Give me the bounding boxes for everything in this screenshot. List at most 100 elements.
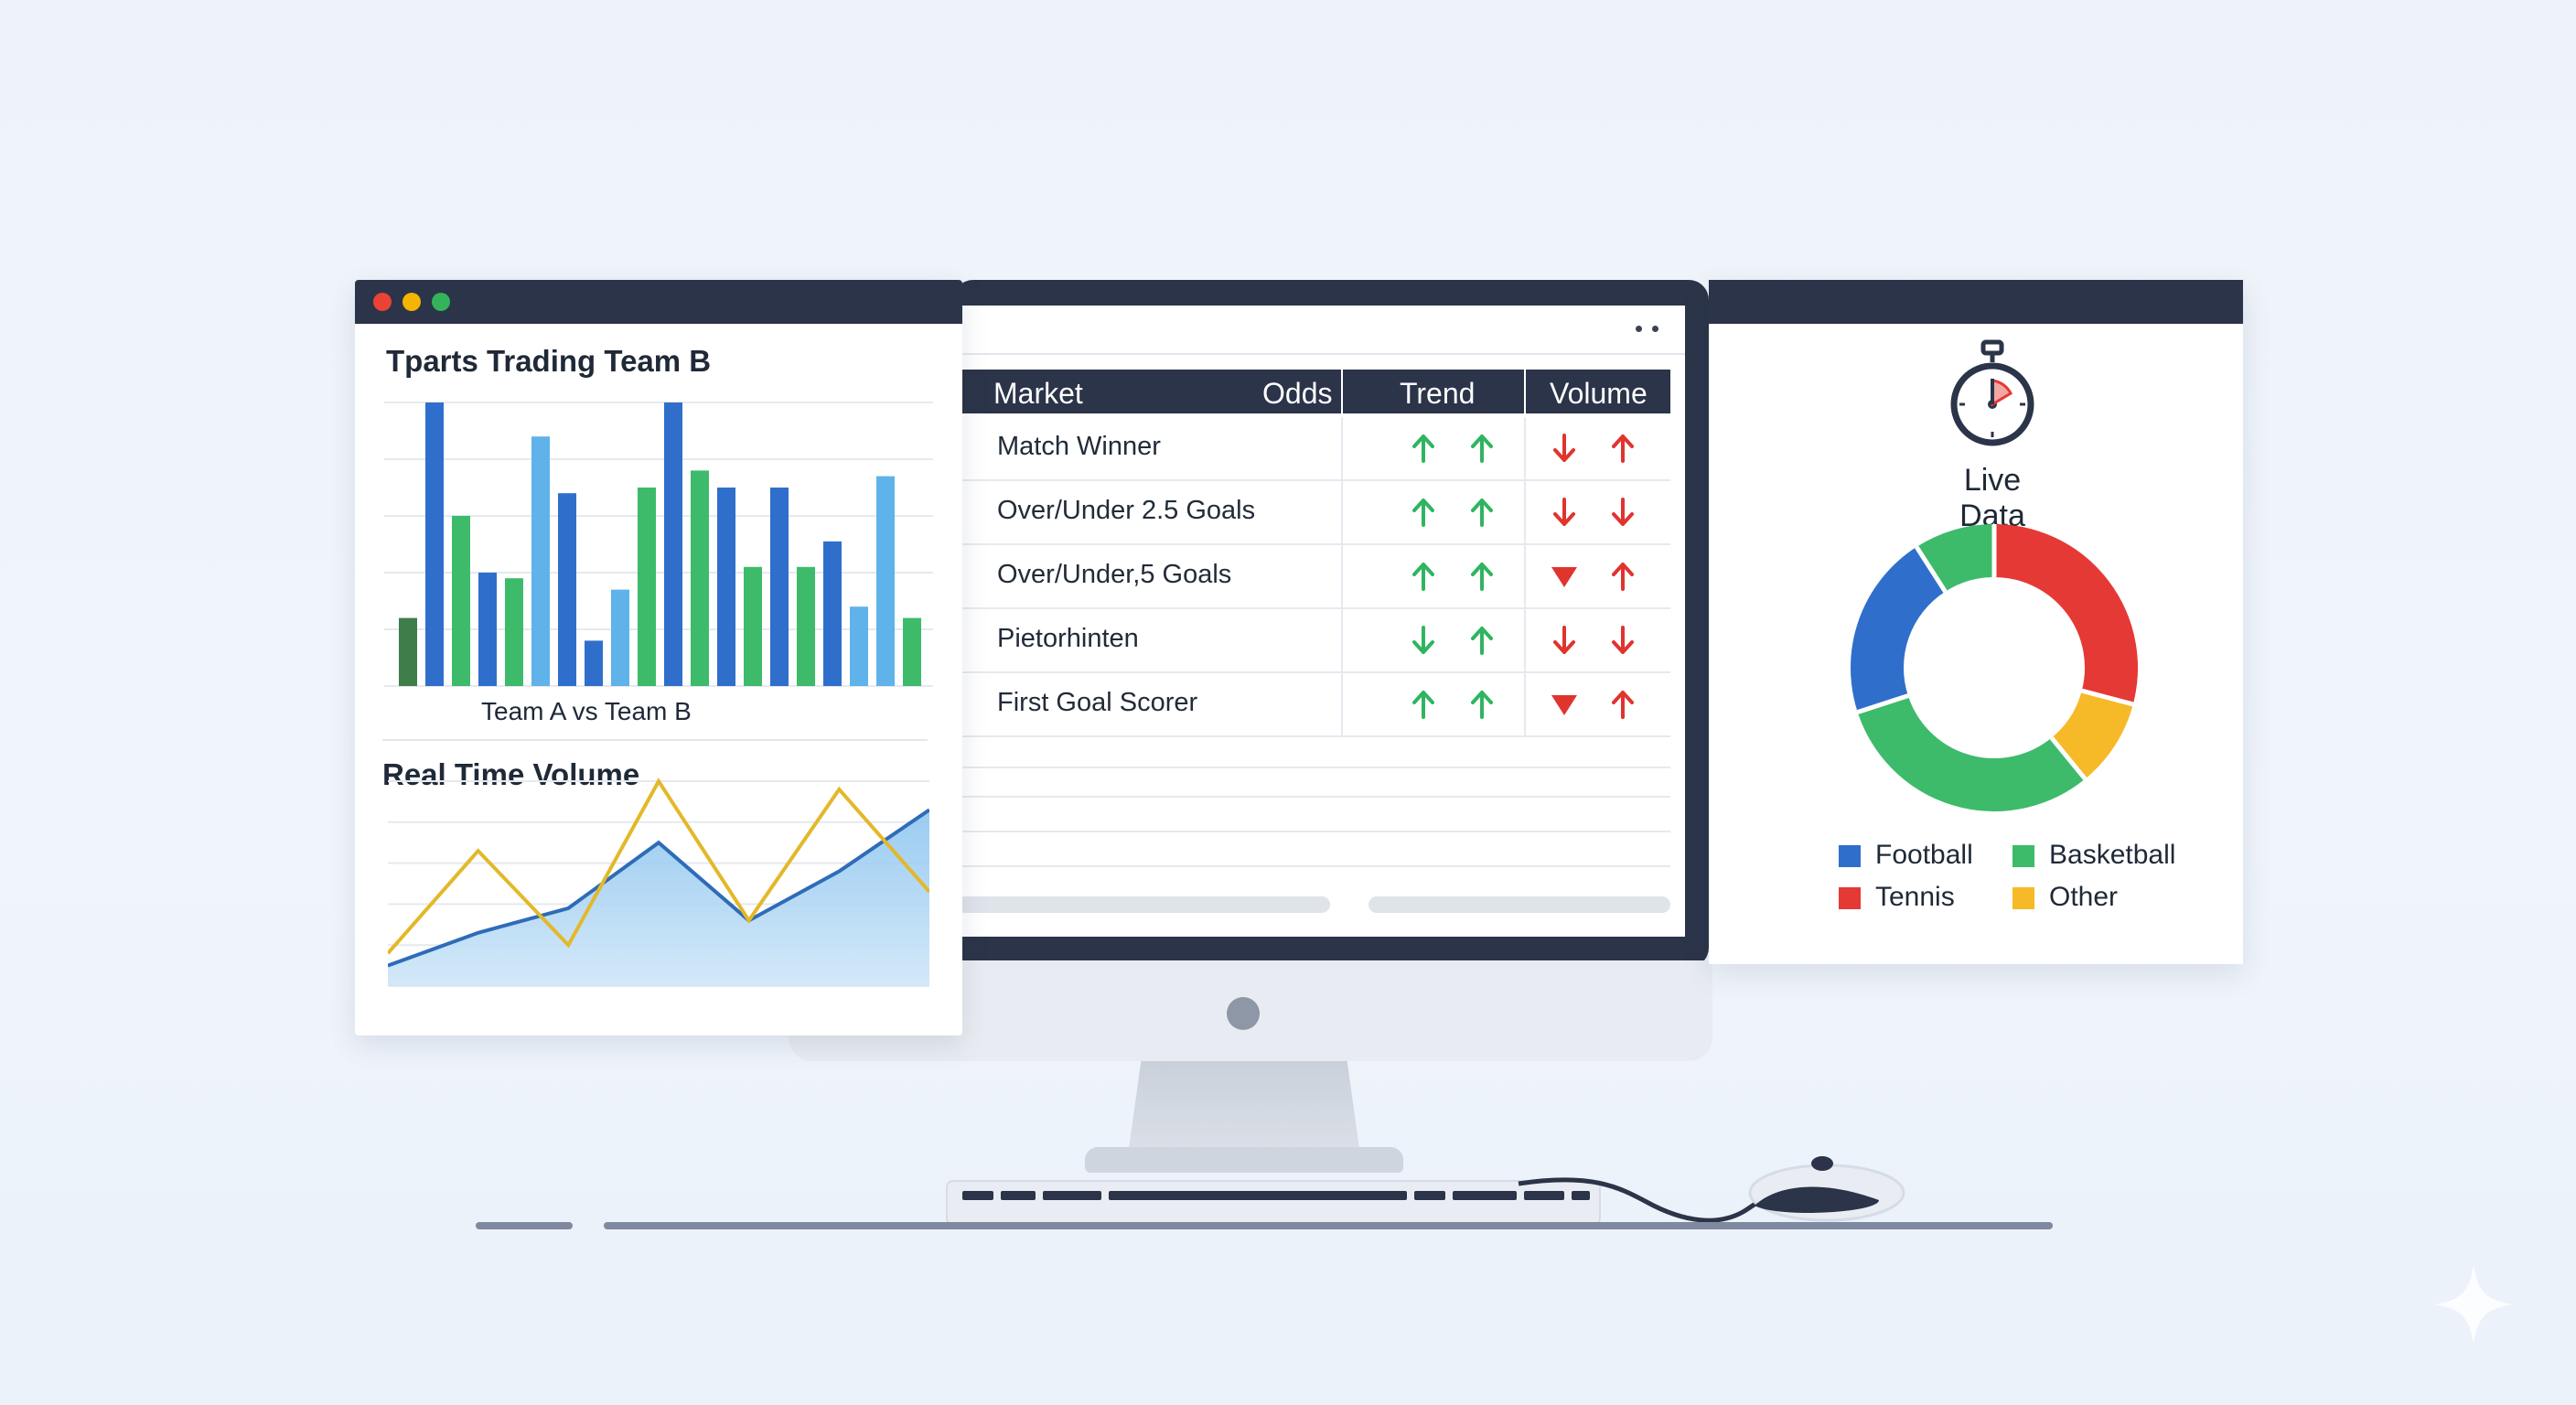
bar [823,541,842,686]
empty-row-line [957,865,1670,867]
bar [691,470,709,686]
window-titlebar [355,280,962,324]
window-titlebar [1709,280,2243,324]
donut-slice [2050,690,2133,779]
window-maximize-button[interactable] [432,293,450,311]
row-divider [1341,673,1343,735]
bar [478,573,497,686]
donut-slice [1993,524,2138,704]
donut-slice [1851,546,1947,713]
legend-swatch [1839,845,1861,867]
bar [876,476,895,686]
volume-down-triangle-icon [1550,690,1579,719]
horizontal-scrollbar[interactable] [1368,896,1670,913]
bar [452,516,470,686]
volume-up-icon [1608,434,1637,463]
row-divider [1341,481,1343,543]
horizontal-scrollbar[interactable] [957,896,1330,913]
column-header-volume[interactable]: Volume [1550,377,1648,410]
sparkle-icon [2433,1264,2514,1345]
volume-down-icon [1550,498,1579,527]
empty-row-line [957,796,1670,798]
trend-up-icon [1467,690,1497,719]
row-divider [1341,545,1343,607]
slice-separator [2081,688,2134,707]
table-row[interactable]: Over/Under 2.5 Goals [957,481,1670,545]
bar [664,402,682,686]
screen-topbar [953,306,1685,355]
row-divider [1524,545,1526,607]
desk-line [604,1222,2053,1229]
volume-down-icon [1608,498,1637,527]
legend-swatch [2012,887,2034,909]
table-row[interactable]: Over/Under,5 Goals [957,545,1670,609]
live-data-window [1709,280,2243,964]
trend-up-icon [1409,434,1438,463]
table-row[interactable]: First Goal Scorer [957,673,1670,737]
window-close-button[interactable] [373,293,392,311]
bar [558,493,576,686]
bar [638,488,656,686]
column-divider [1524,370,1526,413]
volume-area [388,810,929,986]
market-name: Over/Under 2.5 Goals [997,496,1256,525]
row-divider [1341,417,1343,479]
trend-up-icon [1409,690,1438,719]
bar [585,640,603,686]
market-name: First Goal Scorer [997,688,1198,717]
volume-up-icon [1608,690,1637,719]
slice-separator [2049,736,2088,781]
stopwatch-icon [1950,339,2034,446]
keyboard [946,1180,1601,1226]
legend-swatch [1839,887,1861,909]
row-divider [1524,609,1526,671]
window-menu-dot[interactable] [1636,326,1642,332]
trend-up-icon [1467,626,1497,655]
bar [425,402,444,686]
legend-label: Other [2049,882,2119,912]
table-row[interactable]: Match Winner [957,417,1670,481]
bar [531,436,550,686]
trend-up-icon [1409,498,1438,527]
legend-label: Football [1875,840,1973,870]
section-divider [382,739,928,741]
bar-chart [384,402,933,687]
volume-down-icon [1550,434,1579,463]
bar [717,488,735,686]
window-minimize-button[interactable] [402,293,421,311]
row-divider [1524,481,1526,543]
empty-row-line [957,767,1670,768]
trend-down-icon [1409,626,1438,655]
trend-up-icon [1467,498,1497,527]
market-name: Pietorhinten [997,624,1139,653]
bar [903,617,921,686]
window-menu-dot[interactable] [1652,326,1658,332]
volume-line-chart [388,778,929,987]
volume-up-icon [1608,562,1637,591]
bar [850,606,868,686]
column-header-odds[interactable]: Odds [1262,377,1333,410]
trend-up-icon [1467,562,1497,591]
row-divider [1341,609,1343,671]
donut-slice [1857,694,2086,811]
bar [744,566,762,686]
column-header-market[interactable]: Market [993,377,1083,410]
trend-up-icon [1409,562,1438,591]
odds-table-header: Market Odds Trend Volume [957,370,1670,413]
column-header-trend[interactable]: Trend [1400,377,1476,410]
row-divider [1524,673,1526,735]
volume-down-triangle-icon [1550,562,1579,591]
legend-label: Tennis [1875,882,1955,912]
volume-down-icon [1608,626,1637,655]
power-button[interactable] [1227,997,1260,1030]
bar [611,589,629,686]
series-line-0 [388,808,929,968]
market-name: Match Winner [997,432,1161,461]
bar [399,617,417,686]
monitor-stand-base [1085,1147,1403,1173]
table-row[interactable]: Pietorhinten [957,609,1670,673]
live-data-title: Live Data [1959,463,2025,533]
market-name: Over/Under,5 Goals [997,560,1232,589]
mouse-icon[interactable] [1742,1153,1912,1226]
donut-slice [1916,524,1995,593]
